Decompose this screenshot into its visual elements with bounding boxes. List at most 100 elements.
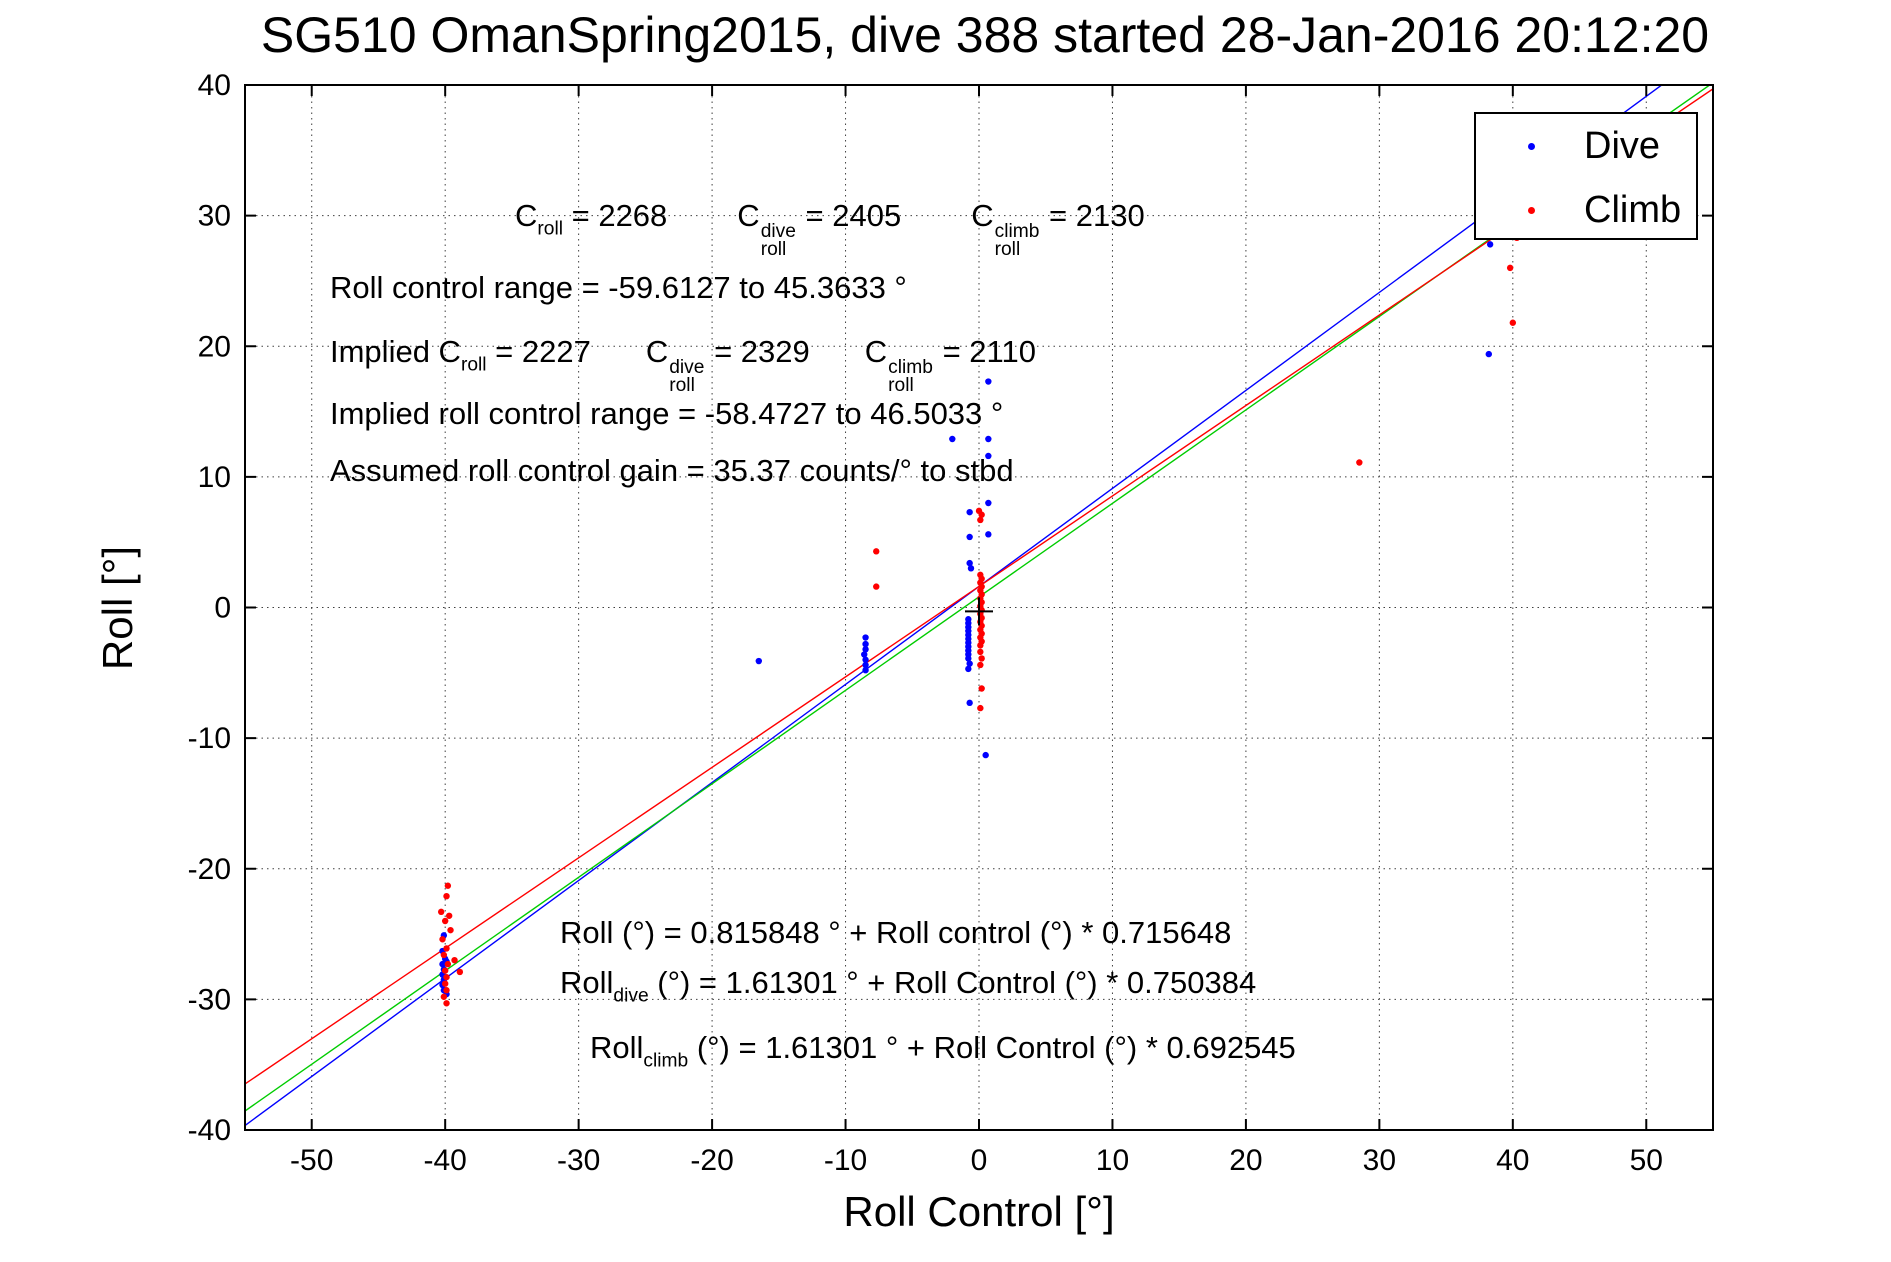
scatter-point-dive: [966, 559, 973, 567]
scatter-point-climb: [977, 661, 984, 669]
y-axis-label: Roll [°]: [94, 545, 141, 671]
dive-marker-icon: [1528, 142, 1535, 150]
scatter-point-climb: [977, 516, 984, 524]
y-tick-label: 30: [198, 200, 231, 233]
scatter-point-climb: [445, 912, 453, 919]
legend-entry-climb: Climb: [1476, 178, 1696, 242]
scatter-point-dive: [985, 452, 992, 460]
scatter-point-dive: [966, 533, 973, 541]
scatter-point-climb: [437, 908, 445, 916]
tick-marks: [245, 84, 1713, 1131]
scatter-point-dive: [985, 435, 992, 443]
scatter-point-climb: [978, 655, 985, 662]
scatter-point-dive: [985, 499, 992, 507]
y-tick-label: 20: [198, 330, 231, 363]
y-tick-label: -10: [188, 722, 231, 755]
scatter-point-climb: [873, 548, 880, 555]
y-tick-label: -20: [188, 853, 231, 886]
x-tick-label: 30: [1363, 1144, 1396, 1177]
scatter-point-dive: [965, 665, 972, 673]
annotation-roll-control-range: Roll control range = -59.6127 to 45.3633…: [330, 270, 907, 305]
scatter-point-dive: [862, 640, 869, 648]
y-tick-labels: -40 -30 -20 -10 0 10 20 30 40: [188, 69, 231, 1147]
x-tick-label: -20: [690, 1144, 733, 1177]
y-tick-label: -30: [188, 983, 231, 1016]
x-tick-label: 50: [1630, 1144, 1663, 1177]
scatter-point-dive: [982, 751, 989, 759]
scatter-point-dive: [1486, 241, 1494, 248]
x-axis-label: Roll Control [°]: [843, 1188, 1115, 1235]
scatter-point-climb: [977, 642, 984, 649]
x-tick-label: -50: [290, 1144, 333, 1177]
scatter-point-climb: [443, 945, 450, 952]
scatter-point-climb: [1509, 319, 1517, 326]
x-tick-label: 40: [1496, 1144, 1529, 1177]
climb-marker-icon: [1528, 206, 1535, 214]
scatter-point-climb: [1356, 459, 1363, 466]
y-tick-label: 10: [198, 461, 231, 494]
scatter-point-dive: [862, 634, 869, 641]
scatter-point-climb: [439, 936, 446, 943]
scatter-point-climb: [873, 583, 880, 590]
annotation-fit-climb: Rollclimb (°) = 1.61301 ° + Roll Control…: [590, 1030, 1296, 1072]
scatter-point-climb: [443, 1000, 450, 1007]
scatter-point-climb: [443, 987, 450, 994]
scatter-point-dive: [1485, 350, 1492, 358]
scatter-point-climb: [443, 892, 450, 900]
scatter-point-climb: [978, 685, 985, 692]
scatter-point-climb: [451, 956, 458, 964]
scatter-point-climb: [443, 973, 450, 981]
legend-label-climb: Climb: [1584, 188, 1682, 231]
scatter-point-dive: [862, 661, 869, 669]
legend-label-dive: Dive: [1584, 124, 1661, 167]
scatter-point-climb: [977, 704, 984, 712]
scatter-point-climb: [978, 511, 985, 518]
scatter-point-climb: [441, 917, 449, 925]
annotation-fit-combined: Roll (°) = 0.815848 ° + Roll control (°)…: [560, 915, 1232, 950]
legend: Dive Climb: [1474, 112, 1698, 240]
scatter-point-dive: [861, 651, 868, 658]
scatter-point-dive: [862, 667, 869, 674]
scatter-point-dive: [949, 435, 956, 443]
scatter-point-climb: [444, 882, 452, 889]
scatter-point-climb: [441, 967, 449, 974]
scatter-point-dive: [755, 657, 762, 665]
scatter-point-dive: [966, 660, 973, 667]
scatter-point-dive: [966, 508, 973, 516]
scatter-point-dive: [862, 646, 869, 653]
grid: [245, 85, 1713, 1130]
annotation-fit-dive: Rolldive (°) = 1.61301 ° + Roll Control …: [560, 965, 1257, 1007]
scatter-point-climb: [444, 960, 452, 968]
y-tick-label: -40: [188, 1114, 231, 1147]
scatter-point-dive: [985, 531, 992, 538]
scatter-point-climb: [456, 968, 464, 976]
scatter-point-climb: [447, 926, 454, 934]
x-tick-label: -30: [557, 1144, 600, 1177]
scatter-point-climb: [977, 648, 984, 656]
y-tick-label: 40: [198, 69, 231, 102]
scatter-point-dive: [985, 378, 992, 385]
scatter-point-dive: [966, 699, 973, 707]
x-tick-label: 10: [1096, 1144, 1129, 1177]
x-tick-label: 0: [971, 1144, 988, 1177]
scatter-point-climb: [440, 951, 448, 959]
x-tick-label: -10: [824, 1144, 867, 1177]
annotation-assumed-gain: Assumed roll control gain = 35.37 counts…: [330, 453, 1014, 488]
center-cross-marker: [965, 597, 993, 626]
legend-entry-dive: Dive: [1476, 114, 1696, 178]
scatter-point-climb: [1506, 264, 1514, 272]
scatter-point-dive: [965, 655, 972, 662]
scatter-point-dive: [862, 656, 869, 663]
x-tick-labels: -50 -40 -30 -20 -10 0 10 20 30 40 50: [290, 1144, 1663, 1177]
scatter-point-climb: [441, 980, 449, 987]
y-tick-label: 0: [214, 592, 231, 625]
x-tick-label: -40: [424, 1144, 467, 1177]
scatter-point-climb: [440, 993, 448, 1000]
x-tick-label: 20: [1229, 1144, 1262, 1177]
scatter-point-dive: [967, 565, 975, 572]
plot-title: SG510 OmanSpring2015, dive 388 started 2…: [260, 7, 1710, 63]
